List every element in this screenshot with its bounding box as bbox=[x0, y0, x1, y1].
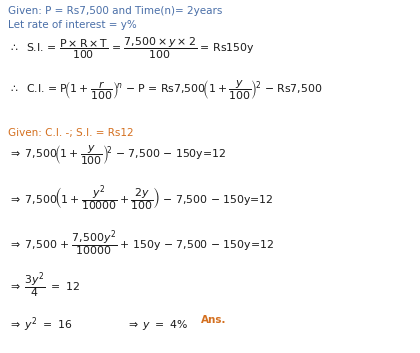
Text: $\Rightarrow$ 7,500$\!\left(1+\dfrac{y}{100}\right)^{\!2}$ $-$ 7,500 $-$ 150y=12: $\Rightarrow$ 7,500$\!\left(1+\dfrac{y}{… bbox=[8, 143, 226, 167]
Text: $\therefore$  S.I. = $\dfrac{\mathsf{P \times R \times T}}{100}$ = $\dfrac{7{,}5: $\therefore$ S.I. = $\dfrac{\mathsf{P \t… bbox=[8, 35, 255, 61]
Text: Given: C.I. -; S.I. = Rs12: Given: C.I. -; S.I. = Rs12 bbox=[8, 128, 134, 138]
Text: $\Rightarrow$ $\dfrac{3y^2}{4}$ $=$ 12: $\Rightarrow$ $\dfrac{3y^2}{4}$ $=$ 12 bbox=[8, 270, 80, 300]
Text: Let rate of interest = y%: Let rate of interest = y% bbox=[8, 20, 137, 30]
Text: Given: P = Rs7,500 and Time(n)= 2years: Given: P = Rs7,500 and Time(n)= 2years bbox=[8, 6, 222, 16]
Text: $\therefore$  C.I. = P$\!\left(1+\dfrac{r}{100}\right)^{\!n}$ $-$ P = Rs7,500$\!: $\therefore$ C.I. = P$\!\left(1+\dfrac{r… bbox=[8, 78, 323, 102]
Text: $\Rightarrow$ 7,500 $+$ $\dfrac{7{,}500y^2}{10000}$ $+$ 150y $-$ 7,500 $-$ 150y=: $\Rightarrow$ 7,500 $+$ $\dfrac{7{,}500y… bbox=[8, 228, 274, 258]
Text: Ans.: Ans. bbox=[201, 315, 227, 325]
Text: $\Rightarrow$ $y$ $=$ 4%: $\Rightarrow$ $y$ $=$ 4% bbox=[126, 318, 188, 332]
Text: $\Rightarrow$ $y^2$ $=$ 16: $\Rightarrow$ $y^2$ $=$ 16 bbox=[8, 316, 72, 334]
Text: $\Rightarrow$ 7,500$\!\left(1+\dfrac{y^2}{10000}+\dfrac{2y}{100}\right)$ $-$ 7,5: $\Rightarrow$ 7,500$\!\left(1+\dfrac{y^2… bbox=[8, 183, 274, 213]
